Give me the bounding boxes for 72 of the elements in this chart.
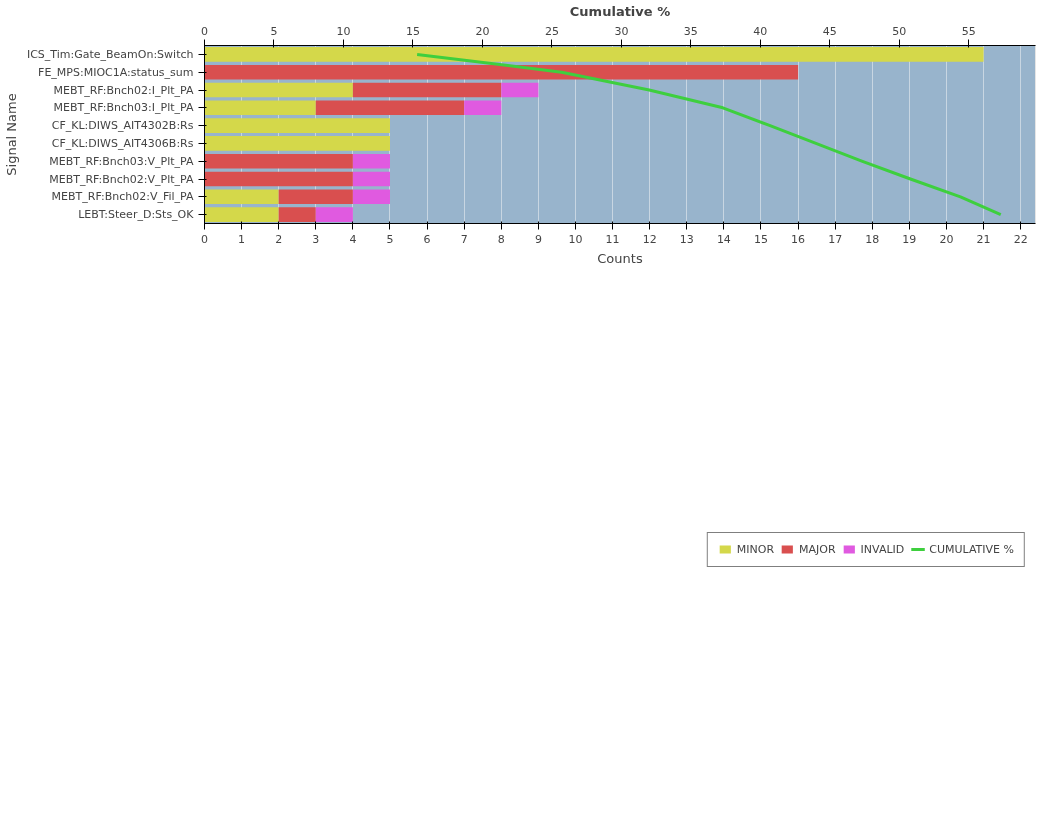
x-axis-title: Counts <box>597 250 643 266</box>
bar <box>352 153 390 169</box>
bar <box>352 189 390 205</box>
x-tick-label: 7 <box>460 232 468 246</box>
x-tick-label: 3 <box>312 232 320 246</box>
y-tick-label: MEBT_RF:Bnch02:V_Fil_PA <box>51 190 194 204</box>
x2-tick-label: 0 <box>201 24 208 38</box>
bar <box>204 189 279 205</box>
x-tick-label: 16 <box>791 232 806 246</box>
legend-label: MAJOR <box>799 542 836 556</box>
x-tick-label: 9 <box>534 232 542 246</box>
bar <box>204 136 390 151</box>
x-tick-label: 20 <box>939 232 954 246</box>
x2-tick-label: 35 <box>683 24 698 38</box>
x-tick-label: 14 <box>716 232 731 246</box>
x-tick-label: 8 <box>497 232 505 246</box>
bar <box>204 153 353 169</box>
y-axis-title: Signal Name <box>3 93 19 176</box>
bar <box>204 207 279 222</box>
x-tick-label: 0 <box>201 232 208 246</box>
x-tick-label: 11 <box>605 232 620 246</box>
x2-tick-label: 45 <box>822 24 837 38</box>
x-tick-label: 18 <box>865 232 880 246</box>
bar <box>204 47 984 62</box>
x-tick-label: 5 <box>386 232 394 246</box>
x-tick-label: 21 <box>976 232 991 246</box>
bar <box>278 189 353 205</box>
bar <box>204 118 390 133</box>
x2-tick-label: 25 <box>544 24 559 38</box>
x-tick-label: 6 <box>423 232 431 246</box>
x-tick-label: 13 <box>679 232 694 246</box>
x-tick-label: 4 <box>349 232 357 246</box>
y-tick-label: CF_KL:DIWS_AIT4306B:Rs <box>51 136 194 150</box>
bar <box>464 100 502 116</box>
y-tick-label: CF_KL:DIWS_AIT4302B:Rs <box>51 119 194 133</box>
y-tick-label: MEBT_RF:Bnch02:V_Plt_PA <box>49 172 194 186</box>
x2-tick-label: 20 <box>475 24 490 38</box>
bar <box>204 171 353 187</box>
legend-label: MINOR <box>736 542 775 556</box>
y-tick-label: LEBT:Steer_D:Sts_OK <box>78 208 195 222</box>
legend-label: INVALID <box>860 542 905 556</box>
legend-label: CUMULATIVE % <box>929 542 1014 556</box>
bar <box>278 207 316 222</box>
x2-tick-label: 15 <box>405 24 420 38</box>
x-tick-label: 12 <box>642 232 657 246</box>
bar <box>204 100 316 116</box>
y-tick-label: FE_MPS:MIOC1A:status_sum <box>38 65 194 79</box>
bar <box>315 207 353 222</box>
y-tick-label: ICS_Tim:Gate_BeamOn:Switch <box>26 47 194 61</box>
x-tick-label: 15 <box>753 232 768 246</box>
x2-tick-label: 50 <box>892 24 907 38</box>
x2-tick-label: 10 <box>336 24 351 38</box>
x-tick-label: 1 <box>238 232 246 246</box>
y-tick-label: MEBT_RF:Bnch02:I_Plt_PA <box>53 83 194 97</box>
x2-tick-label: 30 <box>614 24 629 38</box>
x2-tick-label: 5 <box>270 24 278 38</box>
bar <box>315 100 465 116</box>
bar <box>204 64 799 80</box>
bar <box>352 82 502 98</box>
x-tick-label: 10 <box>568 232 583 246</box>
x-tick-label: 22 <box>1013 232 1028 246</box>
x2-axis-title: Cumulative % <box>569 3 671 19</box>
y-tick-label: MEBT_RF:Bnch03:V_Plt_PA <box>49 154 194 168</box>
y-tick-label: MEBT_RF:Bnch03:I_Plt_PA <box>53 101 194 115</box>
bar <box>501 82 539 98</box>
x2-tick-label: 40 <box>753 24 768 38</box>
x-tick-label: 2 <box>275 232 283 246</box>
x2-tick-label: 55 <box>961 24 976 38</box>
bar <box>204 82 353 98</box>
x-tick-label: 19 <box>902 232 917 246</box>
x-tick-label: 17 <box>828 232 843 246</box>
bar <box>352 171 390 187</box>
